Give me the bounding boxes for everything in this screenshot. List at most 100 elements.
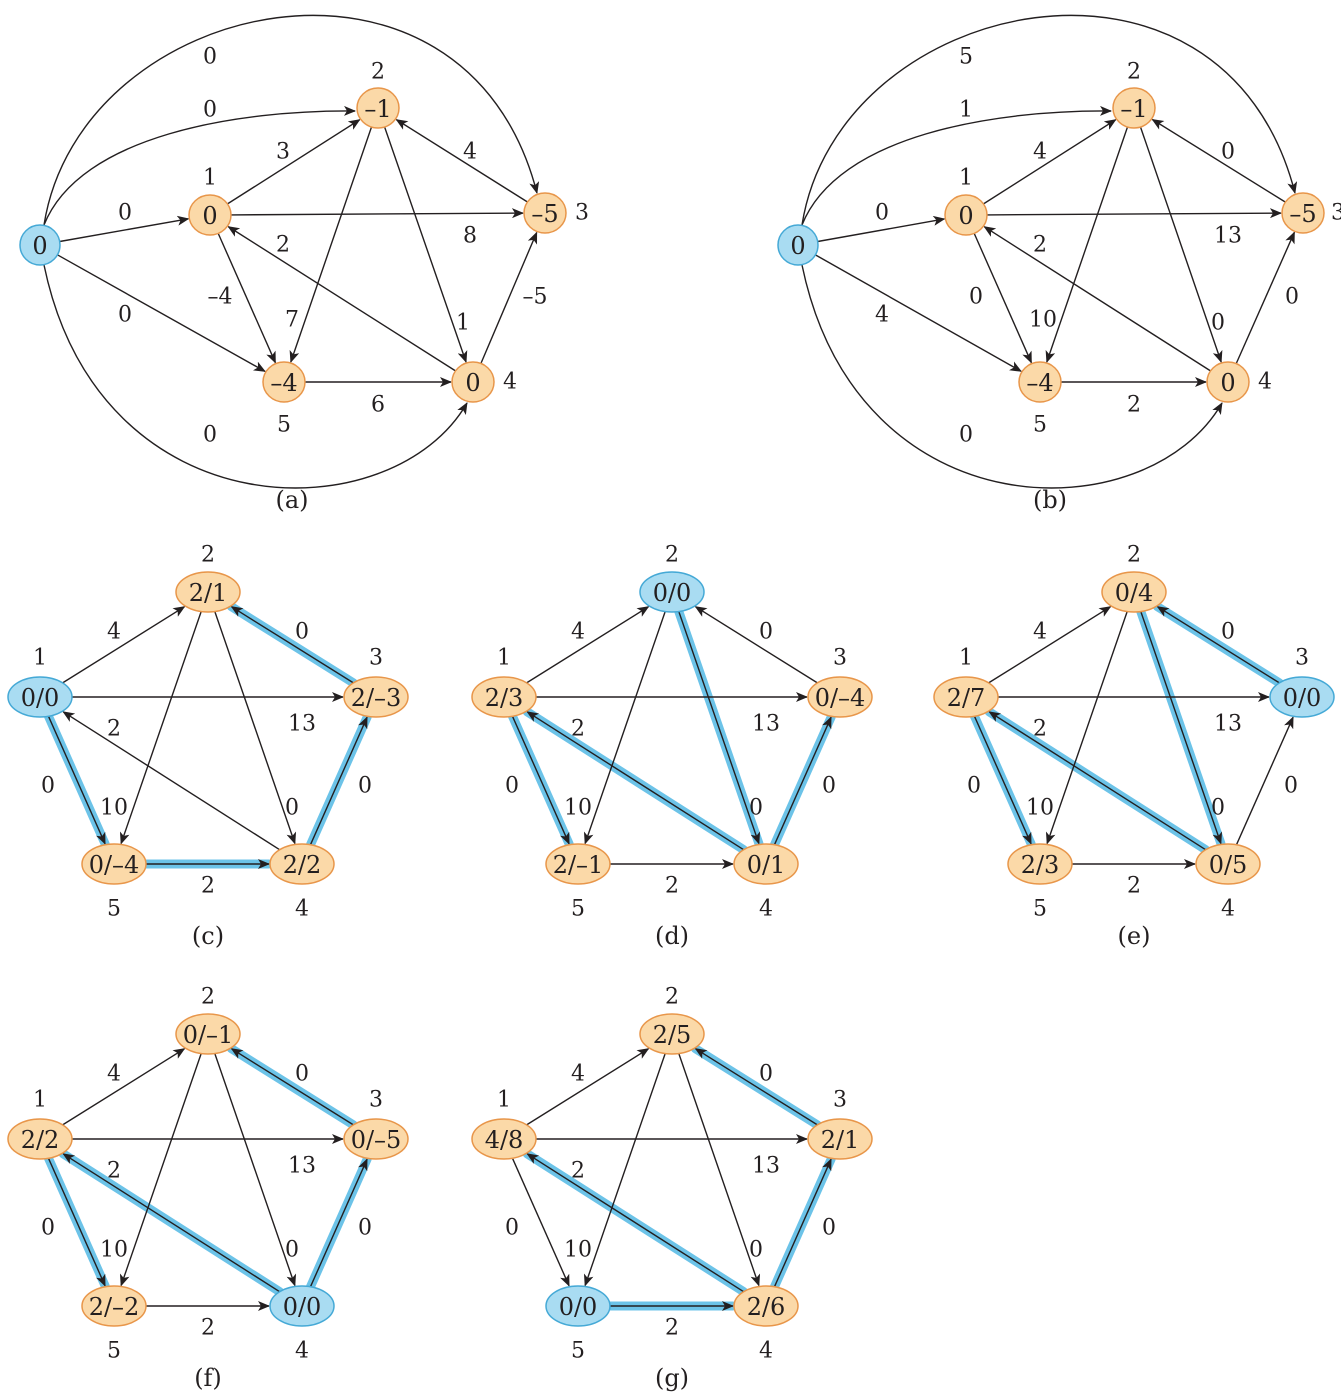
panel-d-vertex-n1 [471, 676, 537, 718]
panel-a-weight-n1-n3: 8 [463, 224, 477, 249]
panel-a-weight-s-n1: 0 [118, 201, 132, 226]
panel-g-weight-n2-n4: 0 [749, 1238, 763, 1263]
panel-c-vertex-n5 [81, 843, 147, 885]
panel-b-vertex-n1-id: 1 [959, 166, 973, 191]
panel-c-weight-n1-n3: 13 [288, 712, 316, 737]
panel-a-edge-n2-n4 [383, 126, 468, 364]
panel-c-caption: (c) [192, 922, 224, 950]
panel-g-weight-n5-n4: 2 [665, 1316, 679, 1341]
panel-b-edge-n4-n1 [983, 226, 1211, 372]
panel-e-edge-n2-n4 [1140, 611, 1223, 845]
panel-c-weight-n5-n4: 2 [201, 874, 215, 899]
panel-d-edge-n4-n1 [526, 711, 744, 851]
panel-a-vertex-n3-id: 3 [575, 201, 589, 226]
panel-b-edge-n3-n2 [1151, 118, 1286, 203]
panel-f-edge-n1-n2 [62, 1048, 186, 1126]
panel-a-vertex-n3 [523, 192, 567, 234]
panel-a-weight-n1-n5: –4 [208, 285, 233, 310]
panel-f-vertex-n4-id: 4 [295, 1339, 309, 1364]
panel-e-edge-n1-n5 [973, 716, 1032, 845]
panel-e-weight-n2-n4: 0 [1211, 796, 1225, 821]
panel-c-vertex-n2-id: 2 [201, 543, 215, 568]
panel-g-weight-n1-n5: 0 [505, 1216, 519, 1241]
panel-g-vertex-n2 [639, 1013, 705, 1055]
panel-f-weight-n1-n2: 4 [107, 1062, 121, 1087]
panel-g-vertex-n2-value: 2/5 [653, 1021, 692, 1049]
panel-d-weight-n5-n4: 2 [665, 874, 679, 899]
panel-b-vertex-n5 [1018, 361, 1062, 403]
panel-b-edge-n4-n3 [1235, 231, 1296, 364]
panel-c-edge-n2-n4 [214, 611, 297, 845]
panel-a-edge-n2-n5 [289, 126, 373, 363]
panel-e-vertex-n4-value: 0/5 [1209, 851, 1248, 879]
panel-c-weight-n1-n2: 4 [107, 620, 121, 645]
panel-c-vertex-n4-value: 2/2 [283, 851, 322, 879]
panel-a-edge-n4-n3 [480, 231, 538, 364]
panel-c-vertex-n1-value: 0/0 [21, 684, 60, 712]
panel-c-vertex-n3-id: 3 [369, 646, 383, 671]
panel-e-vertex-n4 [1195, 843, 1261, 885]
panel-c-edge-n4-n1 [62, 711, 280, 851]
panel-a-vertex-n2 [356, 87, 400, 129]
panel-g-vertex-n2-id: 2 [665, 985, 679, 1010]
panel-g-vertex-n4-id: 4 [759, 1339, 773, 1364]
panel-f-vertex-n4 [269, 1285, 335, 1327]
panel-c-weight-n1-n5: 0 [41, 774, 55, 799]
panel-b-weight-s-n1: 0 [875, 201, 889, 226]
panel-f-weight-n4-n1: 2 [107, 1159, 121, 1184]
panel-d-vertex-n4-value: 0/1 [747, 851, 786, 879]
panel-e-edge-n4-n3 [1235, 716, 1294, 845]
panel-e-vertex-n2 [1101, 571, 1167, 613]
panel-g-vertex-n4 [733, 1285, 799, 1327]
panel-c-edge-n4-n3 [309, 716, 368, 845]
panel-e-vertex-n3-id: 3 [1295, 646, 1309, 671]
panel-a-weight-n4-n3: –5 [523, 285, 548, 310]
panel-d-vertex-n3 [807, 676, 873, 718]
panel-a-weight-n3-n2: 4 [463, 140, 477, 165]
panel-f-vertex-n5-value: 2/–2 [89, 1293, 140, 1321]
panel-g-weight-n1-n3: 13 [752, 1154, 780, 1179]
panel-g-edge-n2-n4 [678, 1053, 761, 1287]
panel-b-vertex-n3-id: 3 [1331, 201, 1341, 226]
panel-b-vertex-n5-value: –4 [1026, 369, 1053, 397]
panel-c-vertex-n5-id: 5 [107, 897, 121, 922]
panel-b-edge-s-n5 [815, 254, 1022, 372]
panel-d-vertex-n4-id: 4 [759, 897, 773, 922]
panel-g-weight-n2-n5: 10 [564, 1238, 592, 1263]
panel-a-weight-n2-n5: 7 [285, 308, 299, 333]
panel-f-edge-n4-n3 [309, 1158, 368, 1287]
panel-d-vertex-n2-id: 2 [665, 543, 679, 568]
panel-a-weight-s-n4: 0 [203, 423, 217, 448]
panel-e-vertex-n3-value: 0/0 [1283, 684, 1322, 712]
panel-c-weight-n4-n3: 0 [358, 774, 372, 799]
panel-f-vertex-n2-id: 2 [201, 985, 215, 1010]
panel-e-edge-n1-n2 [988, 606, 1112, 684]
panel-b-edge-n1-n3 [986, 208, 1282, 219]
panel-a-vertex-n1 [188, 194, 232, 236]
panel-g-vertex-n1-value: 4/8 [485, 1126, 524, 1154]
panel-e-vertex-n5-value: 2/3 [1021, 851, 1060, 879]
panel-a-vertex-n4-id: 4 [503, 370, 517, 395]
panel-d-vertex-n2-value: 0/0 [653, 579, 692, 607]
panel-f-vertex-n3-id: 3 [369, 1088, 383, 1113]
node-layer [7, 87, 1335, 1327]
panel-e-caption: (e) [1118, 922, 1151, 950]
panel-e-vertex-n3 [1269, 676, 1335, 718]
panel-b-edge-s-n1 [817, 215, 946, 243]
panel-e-weight-n1-n2: 4 [1033, 620, 1047, 645]
panel-b-weight-n4-n3: 0 [1285, 285, 1299, 310]
panel-g-edge-n4-n3 [773, 1158, 832, 1287]
panel-f-vertex-n3-value: 0/–5 [351, 1126, 402, 1154]
panel-d-weight-n1-n2: 4 [571, 620, 585, 645]
panel-d-weight-n4-n3: 0 [822, 774, 836, 799]
panel-f-weight-n2-n4: 0 [285, 1238, 299, 1263]
panel-d-weight-n3-n2: 0 [759, 620, 773, 645]
panel-f-weight-n3-n2: 0 [295, 1062, 309, 1087]
panel-g-edge-n2-n5 [583, 1053, 666, 1287]
panel-e-weight-n1-n5: 0 [967, 774, 981, 799]
panel-a-vertex-n2-value: –1 [364, 95, 391, 123]
panel-b-edge-n1-n2 [983, 119, 1117, 205]
panel-e-weight-n4-n3: 0 [1284, 774, 1298, 799]
panel-b-weight-s-n3: 5 [959, 45, 973, 70]
panel-g-edge-n4-n1 [526, 1153, 744, 1293]
